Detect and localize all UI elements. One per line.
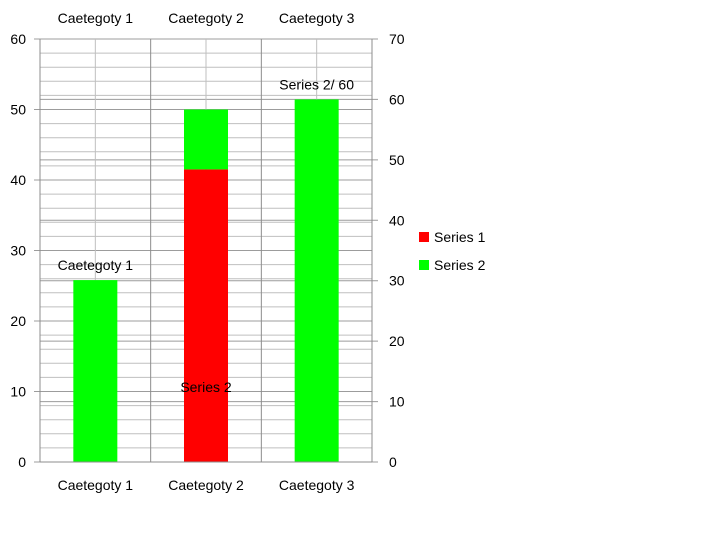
top-category-label: Caetegoty 1 xyxy=(58,10,134,26)
left-axis-tick-label: 50 xyxy=(10,102,26,118)
bottom-category-label: Caetegoty 1 xyxy=(58,477,134,493)
left-axis-tick-label: 0 xyxy=(18,454,26,470)
top-category-label: Caetegoty 3 xyxy=(279,10,355,26)
bar-series-2-cat1 xyxy=(73,280,118,462)
right-axis-tick-label: 0 xyxy=(389,454,397,470)
labels: Caetegoty 1 Series 2 Series 2/ 60 xyxy=(58,76,355,395)
legend-label: Series 2 xyxy=(434,257,486,273)
bottom-category-label: Caetegoty 3 xyxy=(279,477,355,493)
right-axis-tick-label: 20 xyxy=(389,333,405,349)
left-axis-tick-label: 20 xyxy=(10,313,26,329)
bars xyxy=(73,99,339,463)
right-axis-tick-label: 50 xyxy=(389,152,405,168)
bar-series-2-cat2 xyxy=(184,109,228,170)
left-axis-tick-label: 40 xyxy=(10,172,26,188)
bar-series-1-cat2 xyxy=(184,169,228,463)
bottom-category-label: Caetegoty 2 xyxy=(168,477,244,493)
data-label: Series 2 xyxy=(180,379,232,395)
data-label: Series 2/ 60 xyxy=(279,76,354,92)
right-axis-tick-label: 40 xyxy=(389,212,405,228)
right-axis-tick-label: 10 xyxy=(389,394,405,410)
data-label: Caetegoty 1 xyxy=(58,257,134,273)
legend-swatch xyxy=(419,260,429,270)
right-axis-tick-label: 70 xyxy=(389,31,405,47)
bar-series-2-cat3 xyxy=(294,99,339,462)
legend-swatch xyxy=(419,232,429,242)
right-axis-tick-label: 60 xyxy=(389,91,405,107)
left-axis-tick-label: 60 xyxy=(10,31,26,47)
top-category-label: Caetegoty 2 xyxy=(168,10,244,26)
left-axis-tick-label: 10 xyxy=(10,384,26,400)
left-axis-tick-label: 30 xyxy=(10,243,26,259)
legend-label: Series 1 xyxy=(434,229,486,245)
right-axis-tick-label: 30 xyxy=(389,273,405,289)
legend: Series 1 Series 2 xyxy=(419,229,486,273)
